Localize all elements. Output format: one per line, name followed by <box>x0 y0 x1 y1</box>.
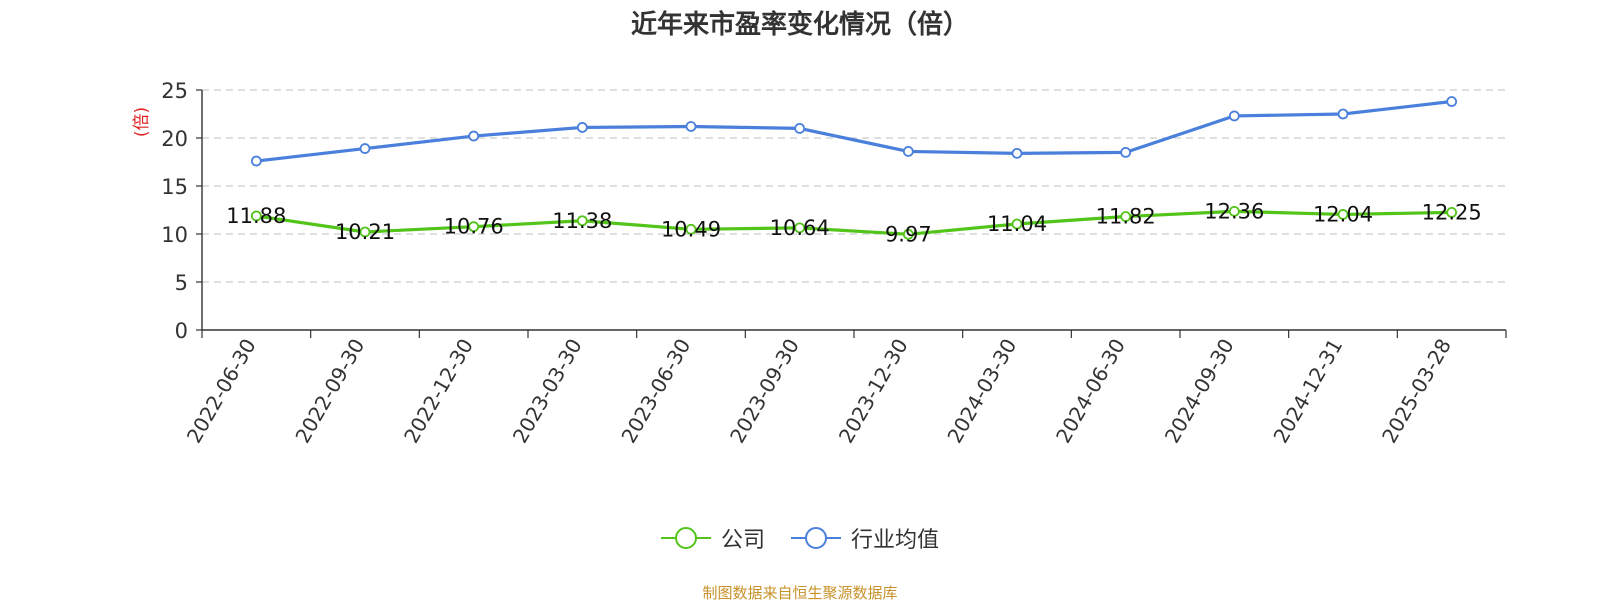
x-tick-label: 2024-03-30 <box>942 335 1021 448</box>
data-point-1 <box>576 122 588 133</box>
data-point-1 <box>794 122 806 134</box>
data-point-1 <box>1011 147 1023 159</box>
data-source-note: 制图数据来自恒生聚源数据库 <box>702 584 898 602</box>
series-line-0 <box>256 209 1452 236</box>
y-tick-label: 5 <box>175 271 188 295</box>
legend-marker-icon <box>791 527 841 549</box>
y-tick-label: 25 <box>161 79 188 103</box>
data-point-0 <box>902 228 914 240</box>
x-tick-label: 2022-06-30 <box>182 335 261 448</box>
data-point-0 <box>1228 205 1240 217</box>
data-point-0 <box>1011 218 1023 230</box>
data-point-0 <box>1446 206 1458 218</box>
x-tick-label: 2024-06-30 <box>1051 335 1130 448</box>
data-point-0 <box>685 223 697 235</box>
data-label: 10.76 <box>444 215 504 239</box>
y-tick-label: 15 <box>161 175 188 199</box>
data-point-0 <box>794 222 806 234</box>
data-point-1 <box>902 146 914 157</box>
chart-title: 近年来市盈率变化情况（倍） <box>630 10 969 40</box>
x-tick-label: 2023-06-30 <box>616 335 695 448</box>
data-point-1 <box>1337 108 1349 120</box>
data-point-0 <box>359 226 371 238</box>
data-label: 11.38 <box>552 209 612 233</box>
x-tick-label: 2023-03-30 <box>508 335 587 448</box>
legend: 公司 行业均值 <box>0 522 1600 554</box>
x-tick-label: 2022-12-30 <box>399 334 478 447</box>
data-point-0 <box>250 210 262 222</box>
data-label: 10.64 <box>770 216 830 240</box>
data-label: 12.25 <box>1422 200 1482 224</box>
data-point-1 <box>685 121 697 132</box>
data-label: 9.97 <box>885 222 932 246</box>
data-point-0 <box>576 215 588 227</box>
data-point-1 <box>250 155 262 167</box>
y-axis-label: (倍) <box>132 107 152 137</box>
x-tick-label: 2023-09-30 <box>725 335 804 448</box>
data-point-1 <box>1120 146 1132 158</box>
x-tick-label: 2024-12-31 <box>1268 335 1347 448</box>
data-label: 11.88 <box>226 204 286 228</box>
data-point-0 <box>1337 209 1349 220</box>
data-point-1 <box>1228 110 1240 122</box>
data-point-1 <box>468 130 480 142</box>
data-label: 11.04 <box>987 212 1047 236</box>
data-point-0 <box>468 221 480 233</box>
x-tick-label: 2025-03-28 <box>1377 335 1456 448</box>
legend-item-1[interactable]: 行业均值 <box>791 522 939 554</box>
data-point-0 <box>1120 211 1132 222</box>
x-tick-label: 2022-09-30 <box>290 335 369 448</box>
legend-label: 公司 <box>720 528 765 553</box>
data-label: 10.21 <box>335 220 395 244</box>
legend-label: 行业均值 <box>851 528 940 553</box>
data-point-1 <box>359 143 371 154</box>
y-tick-label: 0 <box>175 319 188 343</box>
x-tick-label: 2024-09-30 <box>1160 335 1239 448</box>
data-label: 11.82 <box>1096 205 1156 229</box>
data-label: 10.49 <box>661 217 721 241</box>
data-label: 12.04 <box>1313 202 1373 226</box>
data-point-1 <box>1446 96 1458 107</box>
legend-marker-icon <box>660 527 711 549</box>
y-tick-label: 20 <box>161 127 188 151</box>
y-tick-label: 10 <box>161 223 188 247</box>
x-tick-label: 2023-12-30 <box>834 334 913 447</box>
legend-item-0[interactable]: 公司 <box>660 522 765 554</box>
series-line-1 <box>256 99 1452 163</box>
data-label: 12.36 <box>1204 199 1264 223</box>
